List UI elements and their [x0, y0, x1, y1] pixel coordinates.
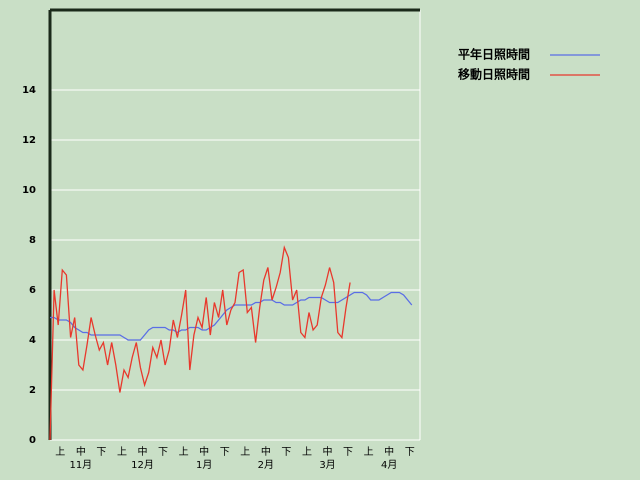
- x-tick-label: 上: [55, 446, 65, 458]
- legend-label: 移動日照時間: [458, 67, 530, 82]
- x-tick-label: 下: [220, 447, 230, 458]
- y-tick-label: 12: [22, 135, 36, 146]
- series-line: [50, 291, 413, 341]
- x-tick-label: 中: [76, 445, 86, 458]
- month-label: 4月: [381, 459, 397, 471]
- x-tick-label: 下: [343, 447, 353, 458]
- y-tick-label: 14: [22, 85, 36, 96]
- x-tick-label: 上: [240, 446, 250, 458]
- month-label: 11月: [69, 459, 92, 471]
- y-tick-label: 2: [29, 385, 36, 396]
- x-tick-label: 上: [179, 446, 189, 458]
- x-tick-label: 下: [158, 447, 168, 458]
- y-tick-label: 6: [29, 285, 36, 296]
- x-tick-label: 下: [281, 447, 291, 458]
- y-tick-label: 0: [29, 435, 36, 446]
- month-label: 3月: [319, 459, 335, 471]
- x-tick-label: 上: [364, 446, 374, 458]
- x-tick-label: 中: [323, 445, 333, 458]
- y-tick-label: 4: [29, 335, 36, 346]
- y-tick-label: 10: [22, 185, 36, 196]
- month-label: 2月: [258, 459, 274, 471]
- x-tick-label: 中: [199, 445, 209, 458]
- series-line: [49, 245, 351, 441]
- x-tick-label: 中: [138, 445, 148, 458]
- x-tick-label: 上: [117, 446, 127, 458]
- x-tick-label: 上: [302, 446, 312, 458]
- legend-label: 平年日照時間: [458, 47, 530, 62]
- month-label: 1月: [196, 459, 212, 471]
- x-tick-label: 下: [96, 447, 106, 458]
- x-tick-label: 中: [384, 445, 394, 458]
- month-label: 12月: [131, 459, 154, 471]
- x-tick-label: 下: [405, 447, 415, 458]
- x-tick-label: 中: [261, 445, 271, 458]
- y-tick-label: 8: [29, 235, 36, 246]
